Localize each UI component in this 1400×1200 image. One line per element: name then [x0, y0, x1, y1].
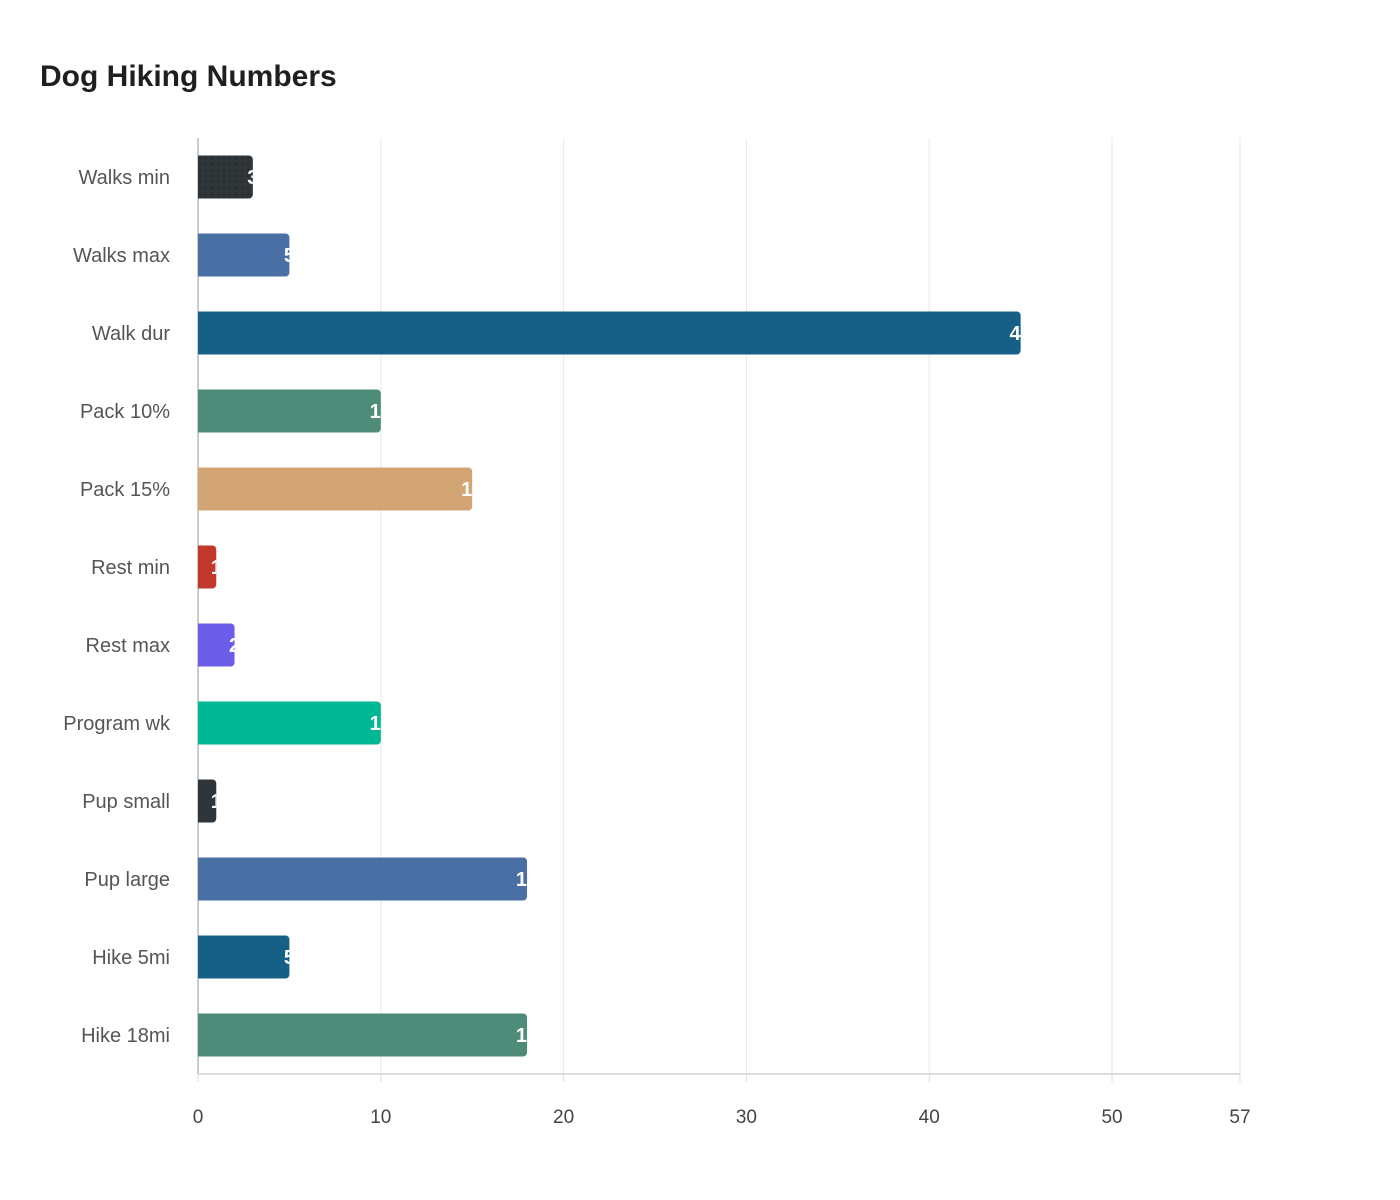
bar-value-label: 18	[516, 1025, 538, 1047]
bar	[197, 701, 381, 745]
bar	[198, 545, 217, 589]
bar-value-label: 45	[1010, 323, 1032, 345]
category-label: Hike 18mi	[81, 1025, 170, 1047]
bar-value-label: 5	[284, 245, 295, 267]
category-label: Hike 5mi	[92, 947, 170, 969]
x-tick-label: 50	[1101, 1107, 1122, 1128]
bar-value-label: 15	[461, 479, 483, 501]
category-label: Pack 15%	[80, 479, 170, 501]
category-label: Rest max	[86, 635, 170, 657]
bar-value-label: 5	[284, 947, 295, 969]
category-label: Program wk	[63, 713, 171, 735]
category-label: Pack 10%	[80, 401, 170, 423]
bar	[197, 1013, 528, 1057]
category-label: Walks min	[79, 167, 170, 189]
chart-title: Dog Hiking Numbers	[40, 60, 337, 93]
bar-value-label: 10	[370, 401, 392, 423]
bar	[198, 155, 253, 199]
category-label: Walks max	[73, 245, 170, 267]
bar-value-label: 2	[229, 635, 240, 657]
bar	[198, 935, 290, 979]
category-label: Pup small	[82, 791, 170, 813]
category-label: Rest min	[91, 557, 170, 579]
bar	[197, 857, 528, 901]
bar-value-label: 18	[516, 869, 538, 891]
bar-value-label: 10	[370, 713, 392, 735]
x-tick-label: 57	[1229, 1107, 1250, 1128]
bar	[198, 233, 290, 277]
bar	[197, 389, 381, 433]
x-tick-label: 30	[736, 1107, 757, 1128]
bar-value-label: 1	[211, 791, 222, 813]
x-tick-label: 20	[553, 1107, 574, 1128]
bar-value-label: 1	[211, 557, 222, 579]
x-tick-label: 40	[919, 1107, 940, 1128]
bar	[198, 779, 217, 823]
bar	[198, 467, 473, 511]
bar	[198, 311, 1021, 355]
bar-value-label: 3	[247, 167, 258, 189]
category-label: Walk dur	[92, 323, 171, 345]
x-tick-label: 10	[370, 1107, 391, 1128]
category-label: Pup large	[84, 869, 170, 891]
x-tick-label: 0	[193, 1107, 204, 1128]
bar	[198, 623, 235, 667]
